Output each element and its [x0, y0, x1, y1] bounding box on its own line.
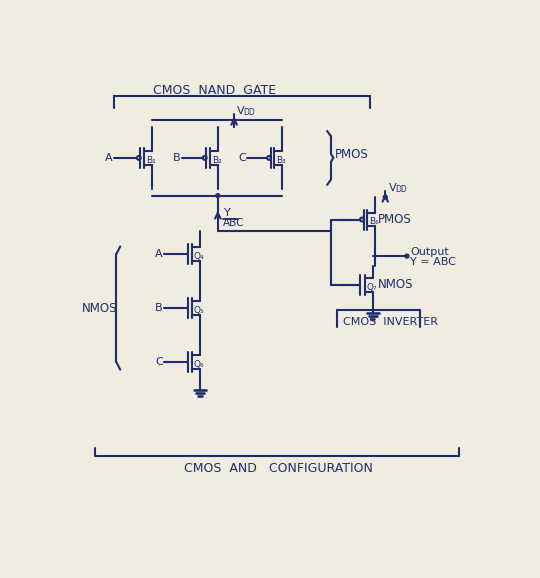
Text: DD: DD — [244, 108, 255, 117]
Text: CMOS  AND   CONFIGURATION: CMOS AND CONFIGURATION — [184, 462, 373, 475]
Text: B₁: B₁ — [146, 155, 156, 165]
Text: B: B — [155, 303, 163, 313]
Text: V: V — [237, 106, 245, 116]
Text: Q₇: Q₇ — [367, 283, 377, 292]
Text: PMOS: PMOS — [377, 213, 411, 226]
Text: Q₅: Q₅ — [194, 306, 205, 315]
Text: C: C — [155, 357, 163, 367]
Text: Y = ABC: Y = ABC — [410, 257, 456, 267]
Text: C: C — [238, 153, 246, 163]
Text: CMOS  INVERTER: CMOS INVERTER — [342, 317, 437, 327]
Circle shape — [216, 194, 220, 198]
Text: CMOS  NAND  GATE: CMOS NAND GATE — [153, 84, 276, 98]
Text: V: V — [389, 183, 397, 193]
Text: Output: Output — [410, 247, 449, 257]
Text: B₆: B₆ — [369, 217, 379, 227]
Text: DD: DD — [395, 185, 407, 194]
Text: NMOS: NMOS — [377, 279, 413, 291]
Text: Q₆: Q₆ — [194, 360, 205, 369]
Text: A: A — [105, 153, 112, 163]
Text: ABC: ABC — [222, 218, 244, 228]
Text: PMOS: PMOS — [335, 147, 369, 161]
Text: A: A — [155, 249, 163, 259]
Circle shape — [405, 254, 409, 258]
Circle shape — [383, 195, 387, 199]
Text: Q₄: Q₄ — [194, 252, 205, 261]
Text: B₃: B₃ — [276, 155, 286, 165]
Text: B₂: B₂ — [212, 155, 221, 165]
Text: B: B — [173, 153, 180, 163]
Text: NMOS: NMOS — [82, 302, 117, 314]
Text: Y: Y — [224, 208, 231, 218]
